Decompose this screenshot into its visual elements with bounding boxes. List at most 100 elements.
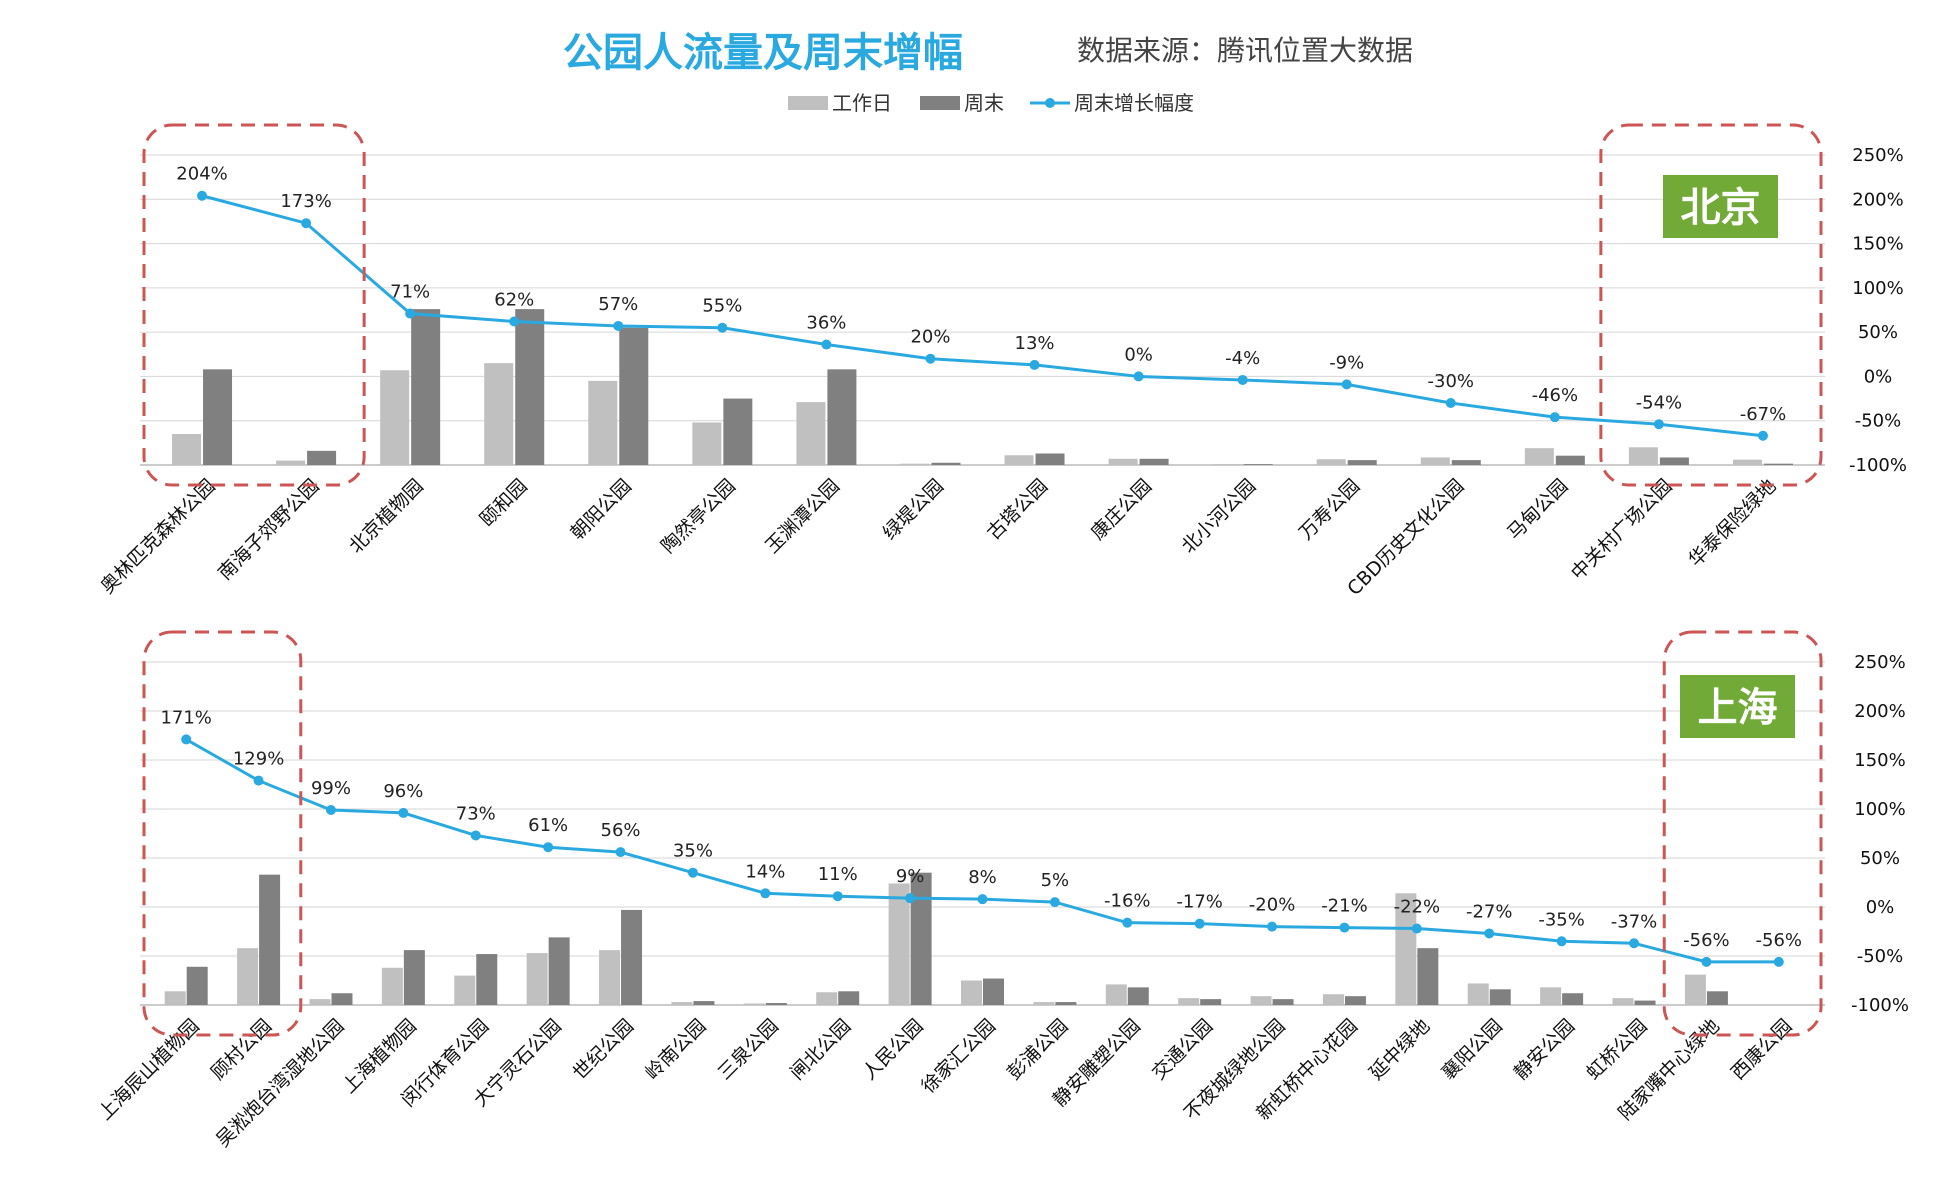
- weekend-bar: [1243, 464, 1273, 465]
- weekday-bar: [743, 1003, 765, 1005]
- growth-data-label: -35%: [1538, 909, 1585, 930]
- category-label: 上海辰山植物园: [94, 1015, 204, 1125]
- weekend-bar: [1634, 1000, 1656, 1005]
- weekday-bar: [484, 363, 514, 465]
- weekend-bar: [910, 872, 932, 1005]
- category-label: 万寿公园: [1295, 475, 1364, 544]
- chart-title: 公园人流量及周末增幅: [563, 30, 963, 76]
- growth-data-label: -30%: [1428, 371, 1475, 392]
- growth-data-label: 55%: [702, 296, 742, 317]
- category-label: 朝阳公园: [567, 475, 636, 544]
- weekday-bar: [276, 460, 306, 465]
- weekend-bar: [1272, 999, 1294, 1005]
- legend-label-weekend: 周末: [964, 91, 1004, 115]
- growth-point: [1411, 923, 1422, 934]
- growth-point: [470, 830, 481, 841]
- growth-point: [1556, 936, 1567, 947]
- category-label: 虹桥公园: [1582, 1015, 1651, 1084]
- growth-point: [615, 847, 626, 858]
- category-label: 彭浦公园: [1003, 1015, 1072, 1084]
- weekday-bar: [1250, 996, 1272, 1005]
- growth-point: [543, 842, 554, 853]
- weekend-bar: [1035, 453, 1065, 465]
- growth-point: [1237, 374, 1248, 385]
- growth-point: [1339, 922, 1350, 933]
- category-label: 徐家汇公园: [917, 1015, 1000, 1098]
- category-label: 陶然亭公园: [657, 475, 740, 558]
- weekday-bar: [1524, 448, 1554, 465]
- legend-swatch-weekend: [920, 96, 960, 110]
- growth-point: [1653, 419, 1664, 430]
- category-label: 马甸公园: [1503, 475, 1572, 544]
- legend-swatch-weekday: [788, 96, 828, 110]
- growth-point: [1341, 379, 1352, 390]
- growth-data-label: 173%: [280, 191, 331, 212]
- growth-data-label: 96%: [383, 781, 423, 802]
- growth-data-label: 204%: [176, 164, 227, 185]
- growth-data-label: -56%: [1756, 930, 1803, 951]
- category-label: 颐和园: [476, 475, 532, 531]
- y2-tick-label: 200%: [1852, 189, 1903, 210]
- y2-tick-label: 100%: [1852, 278, 1903, 299]
- weekday-bar: [599, 950, 621, 1005]
- weekend-bar: [476, 954, 498, 1005]
- category-label: 绿堤公园: [879, 475, 948, 544]
- growth-data-label: -27%: [1466, 901, 1513, 922]
- growth-point: [253, 775, 264, 786]
- weekend-bar: [983, 978, 1004, 1005]
- weekday-bar: [381, 967, 403, 1005]
- weekday-bar: [961, 980, 982, 1005]
- weekday-bar: [1540, 987, 1562, 1005]
- beijing-panel: 250% 200% 150% 100% 50% 0% -50% -100% 204% 173% 71…: [97, 123, 1907, 600]
- weekend-bar: [723, 398, 753, 465]
- category-label: 人民公园: [858, 1015, 927, 1084]
- growth-data-label: 56%: [601, 820, 641, 841]
- y2-tick-label: 100%: [1854, 799, 1905, 820]
- growth-point: [181, 734, 192, 745]
- weekend-bar: [186, 966, 208, 1005]
- growth-point: [197, 190, 208, 201]
- weekday-bar: [796, 402, 826, 465]
- growth-point: [613, 320, 624, 331]
- growth-point: [1757, 430, 1768, 441]
- y2-tick-label: -50%: [1855, 411, 1902, 432]
- weekend-bar: [619, 327, 649, 465]
- growth-data-label: 20%: [910, 327, 950, 348]
- weekend-bar: [1706, 991, 1728, 1005]
- growth-data-label: 8%: [968, 867, 997, 888]
- growth-data-label: -17%: [1176, 892, 1223, 913]
- weekend-bar: [1489, 989, 1511, 1005]
- category-label: 静安公园: [1510, 1015, 1579, 1084]
- growth-point: [1549, 412, 1560, 423]
- growth-point: [821, 339, 832, 350]
- highlight-box: [142, 123, 366, 487]
- category-label: 华泰保险绿地: [1684, 475, 1780, 571]
- growth-point: [977, 894, 988, 905]
- legend-marker-growth: [1045, 98, 1055, 108]
- growth-data-label: -54%: [1636, 392, 1683, 413]
- growth-data-label: 36%: [806, 313, 846, 334]
- weekend-bar: [203, 369, 233, 465]
- category-label: 闸北公园: [786, 1015, 855, 1084]
- weekday-bar: [1467, 983, 1489, 1005]
- data-source: 数据来源：腾讯位置大数据: [1077, 34, 1413, 67]
- weekend-bar: [621, 909, 643, 1005]
- weekend-bar: [515, 309, 545, 465]
- weekday-bar: [1420, 457, 1450, 465]
- weekday-bar: [1612, 998, 1634, 1005]
- growth-data-label: 0%: [1124, 344, 1153, 365]
- weekend-bar: [548, 937, 570, 1005]
- growth-point: [925, 353, 936, 364]
- weekend-bar: [1659, 457, 1689, 465]
- growth-data-label: 35%: [673, 841, 713, 862]
- weekday-bar: [309, 999, 331, 1005]
- growth-data-label: -22%: [1394, 897, 1441, 918]
- city-tag: [1680, 675, 1795, 738]
- weekend-bar: [1562, 993, 1584, 1005]
- growth-data-label: 129%: [233, 749, 284, 770]
- y2-tick-label: 200%: [1854, 701, 1905, 722]
- growth-point: [325, 804, 336, 815]
- weekend-bar: [403, 950, 425, 1005]
- weekday-bar: [1178, 998, 1200, 1005]
